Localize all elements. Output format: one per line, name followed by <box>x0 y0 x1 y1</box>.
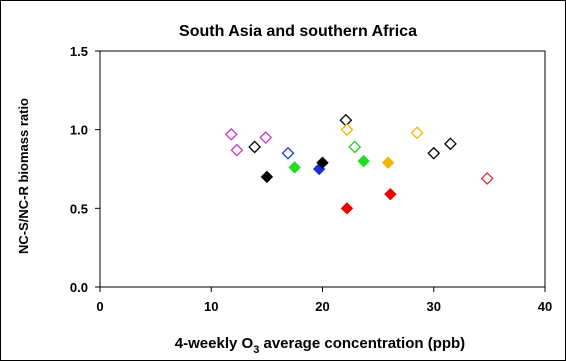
y-tick-label: 1.5 <box>70 44 88 59</box>
x-tick-label: 40 <box>538 299 552 314</box>
y-tick-label: 0.0 <box>70 280 88 295</box>
data-point-open <box>248 140 262 154</box>
x-axis-label: 4-weekly O3 average concentration (ppb) <box>175 335 465 356</box>
x-tick-label: 20 <box>315 299 329 314</box>
chart-title: South Asia and southern Africa <box>179 23 417 40</box>
data-point-filled <box>260 170 274 184</box>
data-point-filled <box>357 154 370 168</box>
data-point-open <box>224 127 238 141</box>
data-point-filled <box>340 202 354 215</box>
y-axis-label: NC-S/NC-R biomass ratio <box>16 98 31 254</box>
data-points <box>224 113 494 215</box>
y-tick-label: 1.0 <box>70 123 88 138</box>
y-tick-label: 0.5 <box>70 201 88 216</box>
data-point-open <box>281 146 295 160</box>
data-point-filled <box>288 161 301 174</box>
data-point-open <box>230 143 244 157</box>
x-tick-label: 30 <box>427 299 441 314</box>
data-point-open <box>410 126 424 140</box>
x-tick-label: 10 <box>204 299 218 314</box>
y-axis: 0.0 0.5 1.0 1.5 <box>70 44 100 295</box>
x-axis: 0 10 20 30 40 <box>96 287 552 314</box>
data-point-open <box>444 137 457 151</box>
data-point-filled <box>381 156 395 169</box>
data-point-open <box>427 146 441 160</box>
x-tick-label: 0 <box>96 299 103 314</box>
data-point-open <box>348 140 362 154</box>
x-axis-label-subscript: 3 <box>253 344 259 356</box>
data-point-open <box>480 172 494 185</box>
data-point-filled <box>384 187 397 201</box>
data-point-open <box>259 131 273 144</box>
x-axis-label-part-2: average concentration (ppb) <box>259 335 465 352</box>
data-point-filled <box>316 156 329 169</box>
data-point-open <box>340 123 354 137</box>
x-axis-label-part-1: 4-weekly O <box>175 335 254 352</box>
